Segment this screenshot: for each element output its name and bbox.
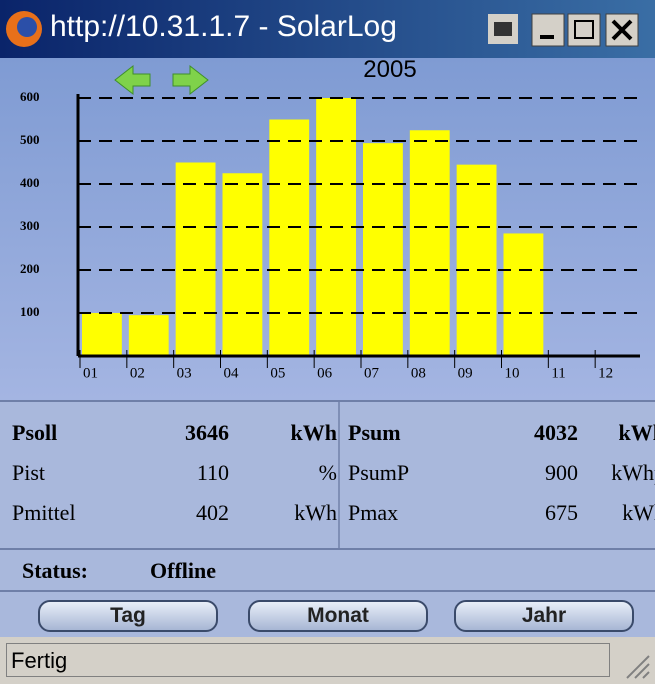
- y-tick-label: 200: [20, 261, 40, 276]
- chart-title: 2005: [363, 58, 416, 83]
- stats-row: Psoll 3646 kWh: [12, 420, 337, 460]
- x-tick-label: 09: [458, 365, 473, 381]
- bar: [363, 143, 403, 356]
- stat-label: PsumP: [348, 460, 410, 485]
- stats-row: PsumP 900 kWhp: [348, 460, 655, 500]
- stats-row: Pist 110%: [12, 460, 337, 500]
- title-bar: http://10.31.1.7 - SolarLog: [0, 0, 655, 58]
- stats-row: Pmittel 402 kWh: [12, 500, 337, 540]
- x-tick-label: 10: [505, 365, 520, 381]
- stat-value: 4032: [534, 420, 578, 445]
- x-tick-label: 05: [270, 365, 285, 381]
- stats-row: Psum 4032 kWh: [348, 420, 655, 460]
- status-value: Offline: [150, 558, 216, 583]
- title-bar-icons: [6, 11, 639, 47]
- stat-unit: kWhp: [611, 460, 655, 485]
- x-tick-label: 04: [224, 365, 240, 381]
- status-row: Status: Offline: [0, 548, 655, 592]
- stats-panel-right: Psum 4032 kWh PsumP 900 kWhp Pmax 675 kWh: [348, 402, 655, 550]
- status-bar: Fertig: [0, 637, 655, 684]
- chart-area: 2005 100 200 300 400 500 600 01 02 03 04 05 06 07 08 0…: [0, 56, 655, 400]
- stats-panel-left: Psoll 3646 kWh Pist 110% Pmittel 402 kWh: [12, 402, 337, 550]
- x-tick-label: 08: [411, 365, 426, 381]
- stat-unit: kWh: [622, 500, 655, 525]
- bar: [82, 313, 122, 356]
- stat-unit: %: [318, 460, 337, 485]
- resize-grip[interactable]: [621, 650, 651, 680]
- stat-label: Psum: [348, 420, 401, 445]
- window-title: http://10.31.1.7 - SolarLog: [50, 10, 397, 43]
- bar: [222, 173, 263, 356]
- minimize-icon: [540, 35, 554, 39]
- x-tick-label: 07: [364, 365, 380, 381]
- status-label: Status:: [22, 558, 89, 583]
- nav-button[interactable]: Monat: [248, 600, 428, 632]
- maximize-icon: [574, 20, 594, 39]
- stat-label: Pmax: [348, 500, 399, 525]
- y-tick-label: 400: [20, 175, 40, 190]
- y-tick-label: 600: [20, 89, 40, 104]
- maximize-button[interactable]: [567, 13, 601, 47]
- browser-icon-globe: [17, 17, 37, 37]
- bar: [409, 130, 450, 356]
- x-tick-label: 06: [317, 365, 333, 381]
- stat-value: 402: [196, 500, 229, 525]
- y-tick-label: 300: [20, 218, 40, 233]
- stat-label: Pmittel: [12, 500, 76, 525]
- stat-value: 110: [196, 460, 229, 485]
- x-tick-label: 12: [598, 365, 613, 381]
- y-tick-label: 500: [20, 132, 40, 147]
- minimize-button[interactable]: [531, 13, 565, 47]
- y-tick-label: 100: [20, 304, 40, 319]
- panel-divider: [338, 402, 340, 550]
- stats-row: Pmax 675 kWh: [348, 500, 655, 540]
- bar: [503, 233, 544, 356]
- status-bar-text: Fertig: [6, 643, 610, 677]
- x-tick-label: 03: [177, 365, 192, 381]
- nav-button[interactable]: Tag: [38, 600, 218, 632]
- x-tick-label: 02: [130, 365, 145, 381]
- stat-label: Psoll: [12, 420, 58, 445]
- stat-unit: kWh: [290, 420, 337, 445]
- bar: [175, 162, 216, 356]
- stat-value: 3646: [185, 420, 229, 445]
- stat-value: 675: [545, 500, 578, 525]
- x-tick-label: 01: [83, 365, 98, 381]
- button-row: Tag Monat Jahr: [0, 590, 655, 637]
- prev-arrow[interactable]: [114, 64, 151, 96]
- stat-unit: kWh: [294, 500, 337, 525]
- bar: [269, 119, 310, 356]
- stats-table: Psoll 3646 kWh Pist 110% Pmittel 402 kWh Psum 403…: [0, 400, 655, 550]
- print-icon: [494, 22, 512, 36]
- next-arrow[interactable]: [172, 64, 209, 96]
- bar: [456, 164, 497, 356]
- stat-unit: kWh: [618, 420, 655, 445]
- nav-button[interactable]: Jahr: [454, 600, 634, 632]
- stat-value: 900: [545, 460, 578, 485]
- bar: [128, 315, 169, 356]
- close-icon: [611, 19, 633, 41]
- stat-label: Pist: [12, 460, 46, 485]
- chart: 2005 100 200 300 400 500 600 01 02 03 04 05 06 07 08 0…: [20, 56, 640, 381]
- x-tick-label: 11: [551, 365, 565, 381]
